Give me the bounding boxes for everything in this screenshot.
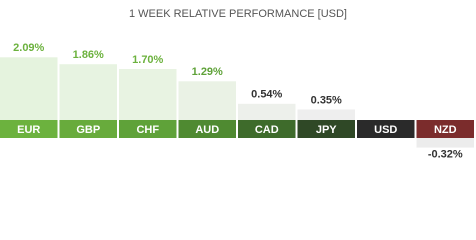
value-label: 1.70% — [132, 54, 163, 66]
bar — [0, 57, 58, 120]
value-label: 0.35% — [311, 94, 342, 106]
value-label: 2.09% — [13, 42, 44, 54]
category-box — [357, 120, 415, 138]
category-box — [119, 120, 177, 138]
category-label: CAD — [255, 124, 279, 136]
bar — [59, 64, 117, 120]
bar — [297, 109, 355, 120]
category-box — [238, 120, 296, 138]
category-box — [59, 120, 117, 138]
category-label: USD — [374, 124, 397, 136]
category-label: AUD — [195, 124, 219, 136]
category-box — [0, 120, 58, 138]
category-label: NZD — [434, 124, 457, 136]
value-label: 1.29% — [192, 66, 223, 78]
category-box — [416, 120, 474, 138]
category-label: CHF — [136, 124, 159, 136]
category-label: EUR — [17, 124, 40, 136]
chart: 1 WEEK RELATIVE PERFORMANCE [USD] 2.09% E… — [0, 8, 474, 161]
chart-title: 1 WEEK RELATIVE PERFORMANCE [USD] — [129, 8, 347, 20]
category-label: JPY — [316, 124, 337, 136]
category-box — [297, 120, 355, 138]
category-label: GBP — [76, 124, 100, 136]
bar — [119, 69, 177, 120]
bar — [416, 138, 474, 148]
value-label: 0.54% — [251, 89, 282, 101]
value-label: -0.32% — [428, 149, 463, 161]
bar — [178, 81, 236, 120]
bar — [238, 103, 296, 120]
category-box — [178, 120, 236, 138]
value-label: 1.86% — [73, 49, 104, 61]
